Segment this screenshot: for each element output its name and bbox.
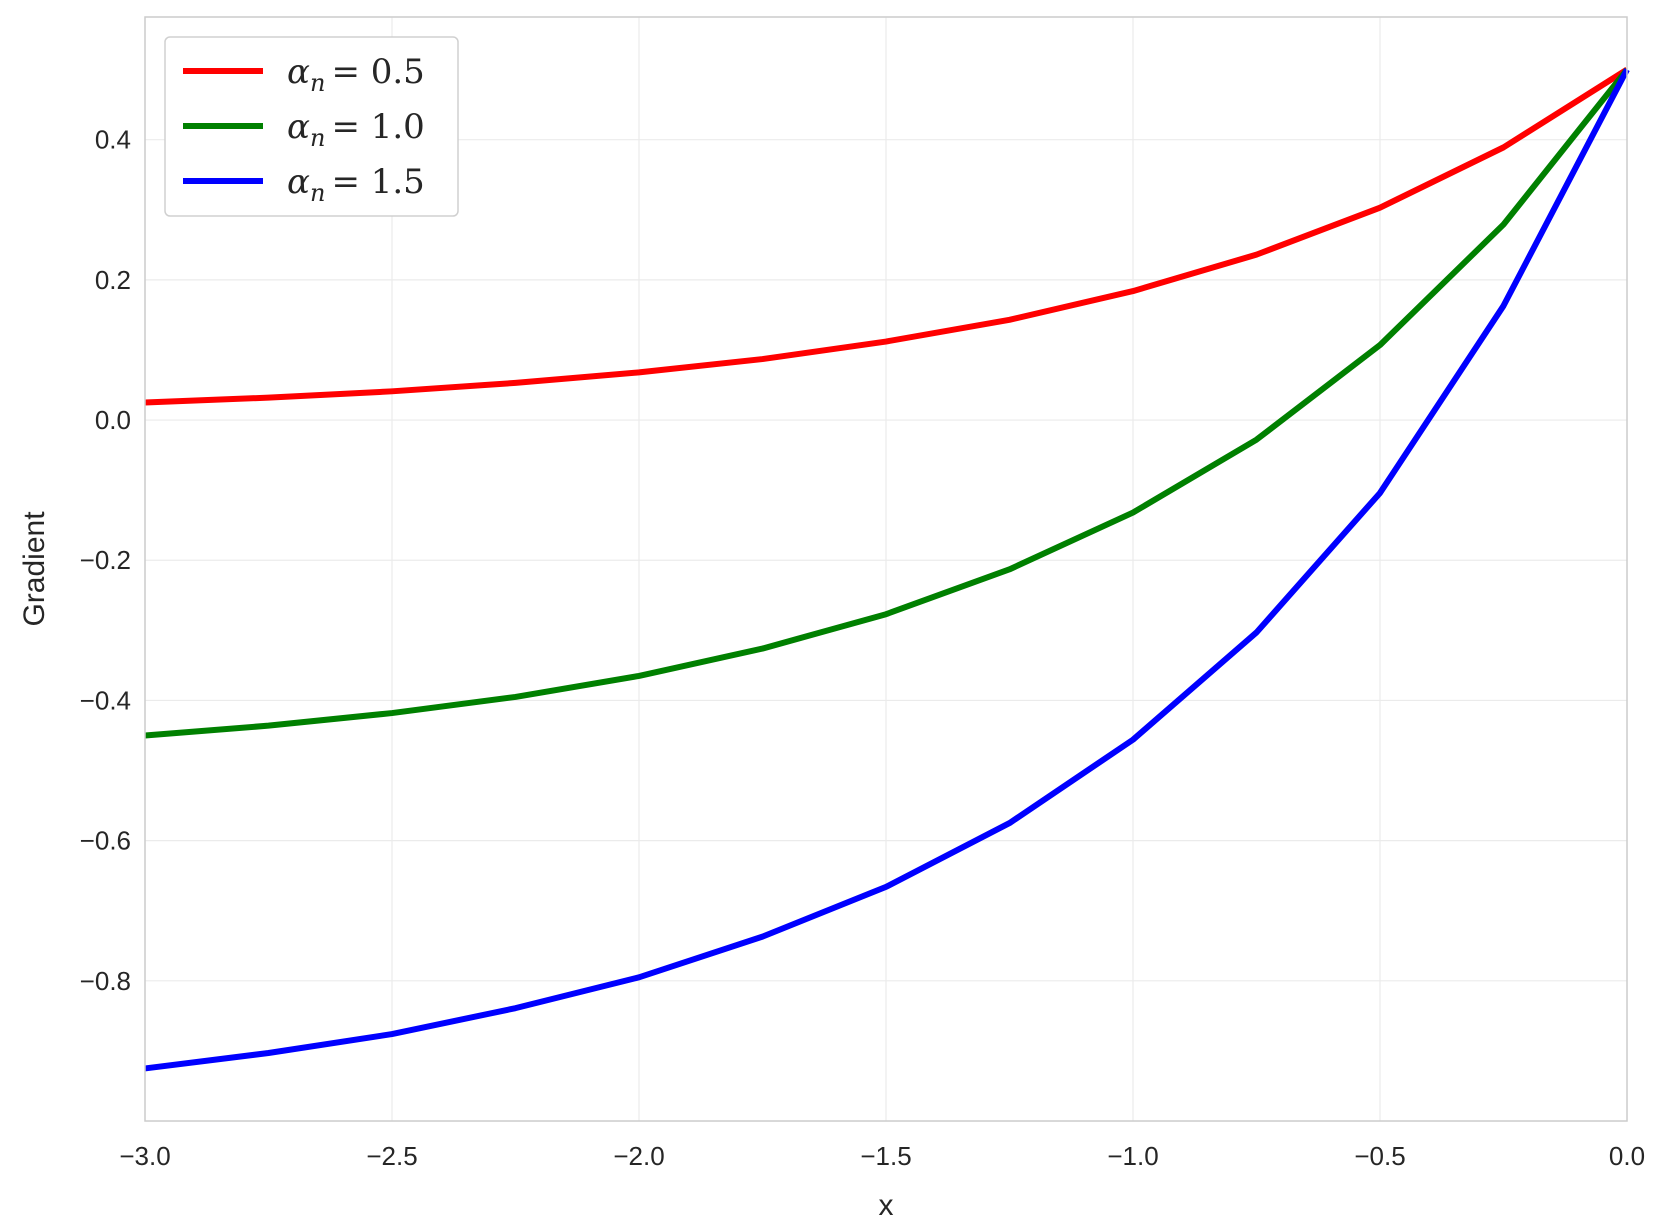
y-tick-label: −0.2: [80, 545, 131, 575]
y-tick-label: 0.0: [95, 405, 131, 435]
x-tick-label: −2.0: [613, 1141, 664, 1171]
legend-box: [164, 36, 459, 217]
x-tick-label: 0.0: [1609, 1141, 1645, 1171]
y-tick-label: −0.4: [80, 685, 131, 715]
x-tick-label: −3.0: [119, 1141, 170, 1171]
x-tick-label: −2.5: [366, 1141, 417, 1171]
series-line-3: [144, 68, 1630, 1072]
grid-lines: [145, 17, 1627, 1121]
legend-label-1: αn = 0.5: [287, 52, 425, 97]
y-tick-label: 0.4: [95, 125, 131, 155]
series-line-1: [144, 67, 1629, 406]
series-lines: [144, 67, 1630, 1072]
x-tick-label: −1.5: [860, 1141, 911, 1171]
y-tick-labels: −0.8 −0.6 −0.4 −0.2 0.0 0.2 0.4: [80, 125, 131, 996]
series-line-2: [144, 67, 1630, 739]
x-tick-labels: −3.0 −2.5 −2.0 −1.5 −1.0 −0.5 0.0: [119, 1141, 1645, 1171]
legend: αn = 0.5 αn = 1.0 αn = 1.5: [164, 36, 459, 217]
x-tick-label: −0.5: [1354, 1141, 1405, 1171]
legend-label-2: αn = 1.0: [287, 107, 425, 152]
y-tick-label: −0.8: [80, 966, 131, 996]
legend-label-3: αn = 1.5: [287, 162, 425, 207]
plot-frame: [144, 16, 1628, 1122]
x-axis-label: x: [879, 1189, 894, 1222]
x-tick-label: −1.0: [1107, 1141, 1158, 1171]
y-axis-label: Gradient: [18, 511, 51, 627]
y-tick-label: 0.2: [95, 265, 131, 295]
y-tick-label: −0.6: [80, 826, 131, 856]
